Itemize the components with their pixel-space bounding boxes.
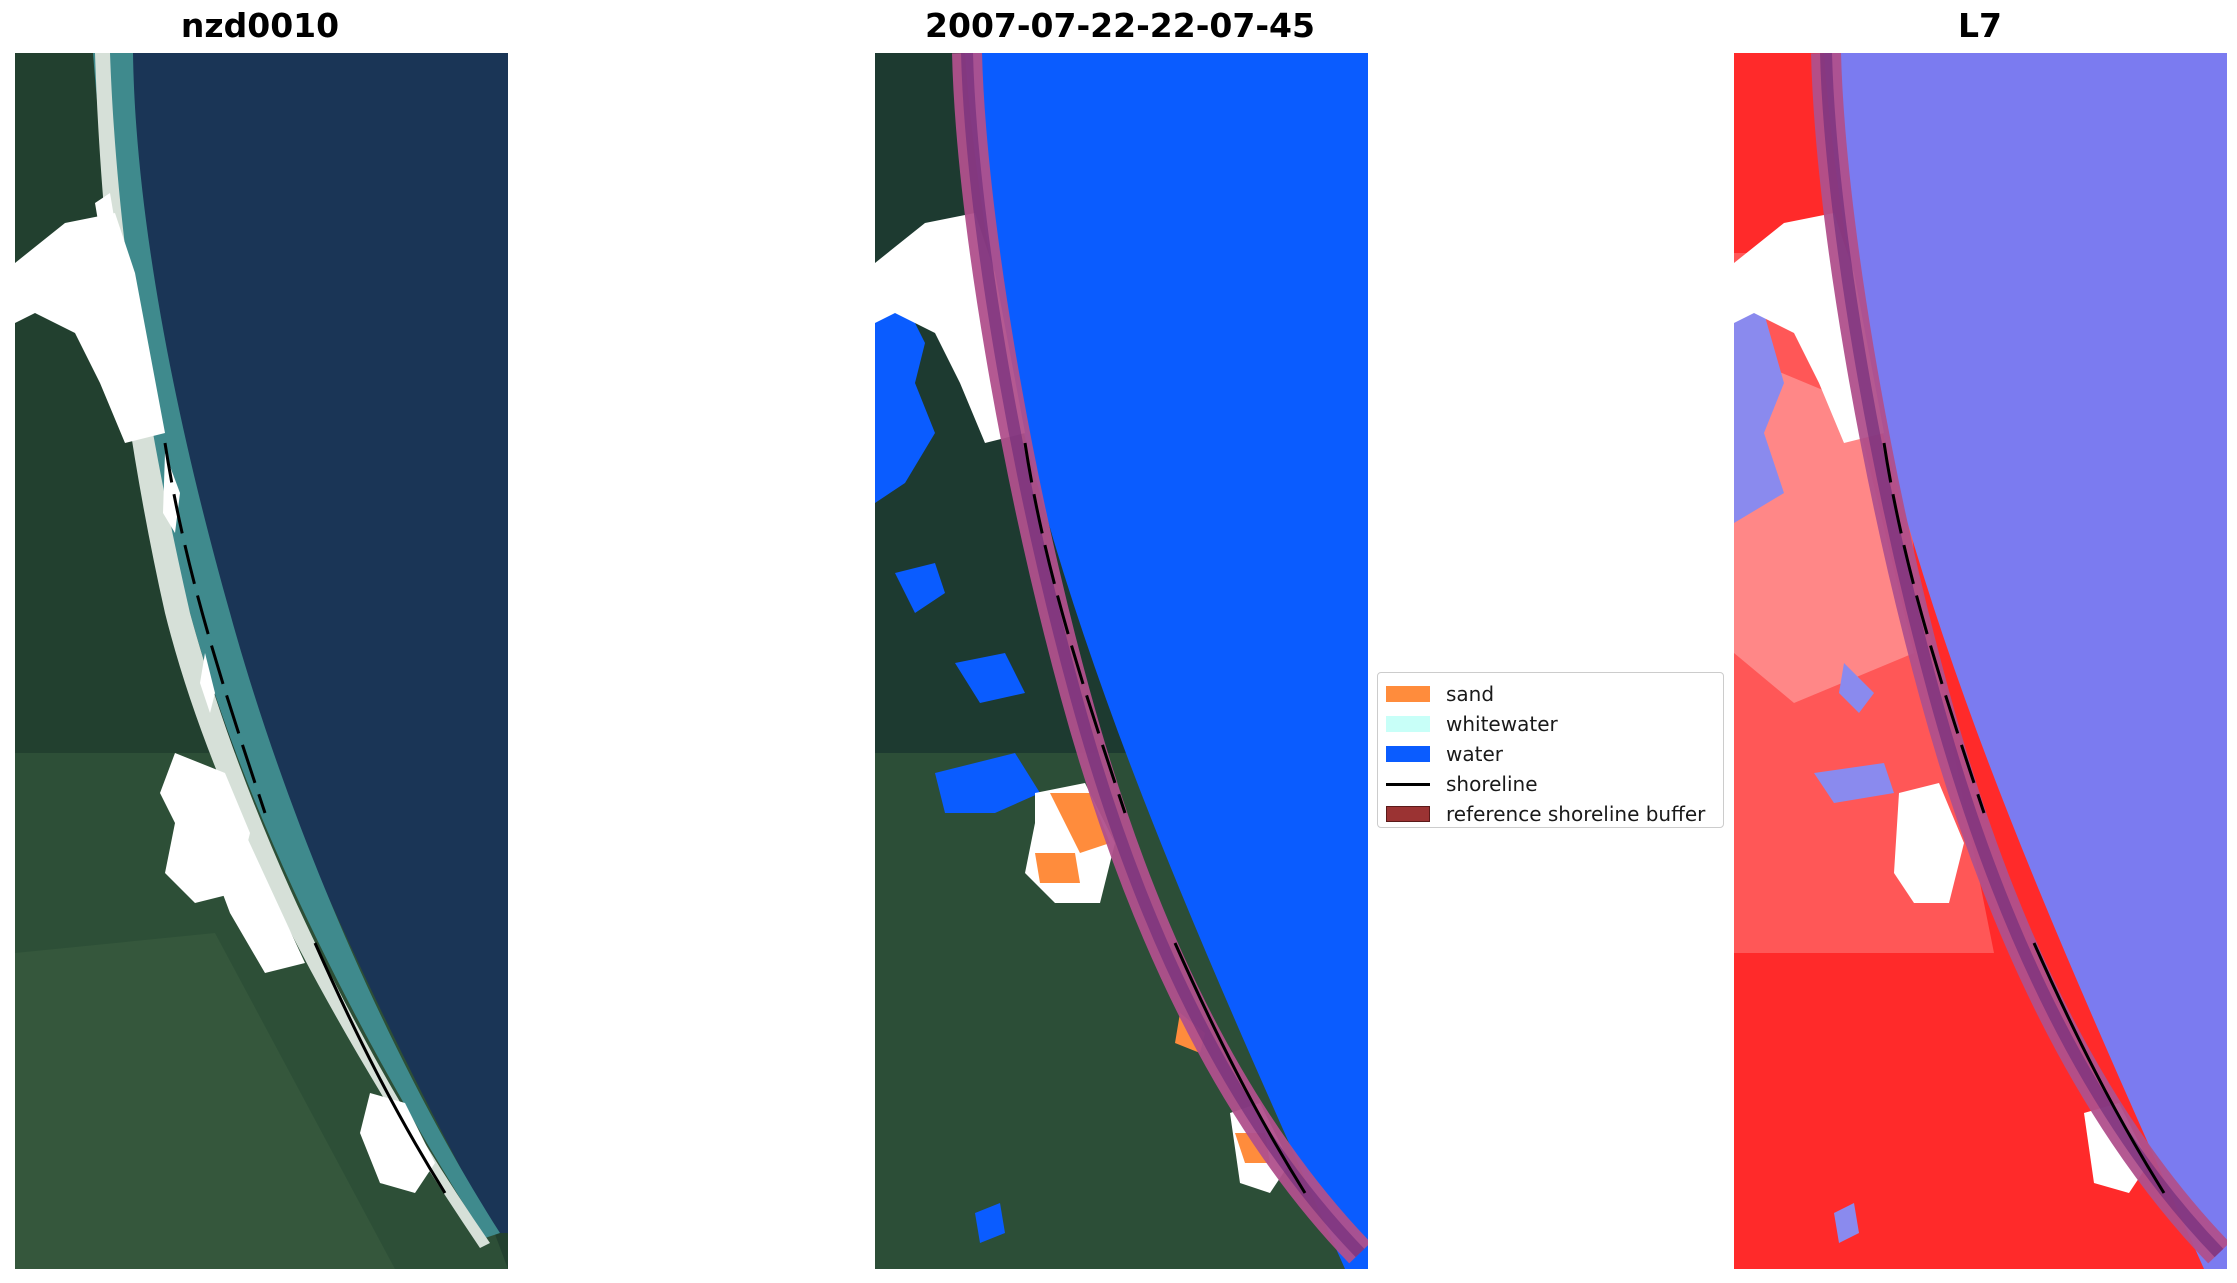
- water-index-area: [1824, 53, 2227, 1269]
- whitewater-swatch: [1386, 716, 1430, 732]
- water-swatch: [1386, 746, 1430, 762]
- panel-title-classified: 2007-07-22-22-07-45: [925, 6, 1315, 45]
- panel-title-rgb: nzd0010: [180, 6, 340, 45]
- legend-item-shoreline: shoreline: [1386, 769, 1715, 799]
- buffer-swatch: [1386, 806, 1430, 822]
- legend-label: sand: [1446, 682, 1495, 706]
- surf-zone: [93, 53, 500, 1238]
- legend-label: reference shoreline buffer: [1446, 802, 1706, 826]
- panel-title-index: L7: [1958, 6, 2002, 45]
- legend-item-buffer: reference shoreline buffer: [1386, 799, 1715, 829]
- legend-label: whitewater: [1446, 712, 1558, 736]
- rgb-image-panel: [15, 53, 508, 1269]
- shoreline-line: [1882, 442, 1986, 814]
- shoreline-swatch: [1386, 782, 1430, 786]
- legend-label: shoreline: [1446, 772, 1538, 796]
- classified-image-panel: [875, 53, 1368, 1269]
- legend-item-water: water: [1386, 739, 1715, 769]
- legend-item-whitewater: whitewater: [1386, 709, 1715, 739]
- cloud-mask: [15, 213, 165, 443]
- shoreline-line: [163, 442, 267, 814]
- legend-item-sand: sand: [1386, 679, 1715, 709]
- index-image-panel: [1734, 53, 2227, 1269]
- legend-label: water: [1446, 742, 1503, 766]
- legend: sand whitewater water shoreline referenc…: [1377, 672, 1724, 828]
- shoreline-line: [1023, 442, 1127, 814]
- water-class: [965, 53, 1368, 1269]
- ocean-area: [105, 53, 508, 1233]
- sand-swatch: [1386, 686, 1430, 702]
